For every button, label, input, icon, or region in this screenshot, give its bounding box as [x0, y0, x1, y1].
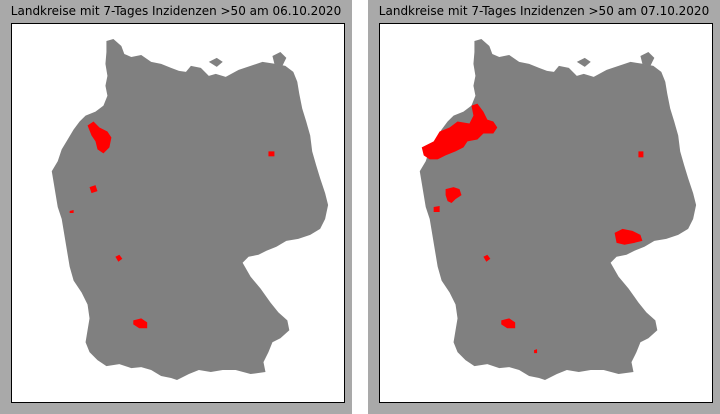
region-berlin	[638, 151, 644, 158]
map-frame-right	[379, 23, 713, 403]
region-muensterland	[445, 187, 462, 204]
region-rhineland	[69, 210, 74, 213]
region-berlin	[268, 151, 275, 157]
island-fehmarn	[576, 57, 591, 67]
island-fehmarn	[208, 57, 223, 67]
map-frame-left	[11, 23, 345, 403]
germany-landmass	[51, 39, 329, 380]
region-mannheim	[115, 254, 123, 262]
map-title-right: Landkreise mit 7-Tages Inzidenzen >50 am…	[378, 4, 710, 18]
region-emsland-cloppenburg-vechta	[421, 103, 498, 160]
map-panel-right: Landkreise mit 7-Tages Inzidenzen >50 am…	[368, 0, 720, 414]
island-ruegen	[272, 51, 287, 66]
region-ostalb	[133, 318, 148, 329]
highlight-regions-left	[69, 121, 275, 329]
germany-map-right	[419, 39, 697, 380]
region-cloppenburg	[87, 121, 112, 154]
region-muensterland	[89, 185, 98, 194]
map-panel-left: Landkreise mit 7-Tages Inzidenzen >50 am…	[0, 0, 352, 414]
germany-landmass	[419, 39, 697, 380]
region-ostalb	[501, 318, 516, 329]
region-erzgebirge	[614, 228, 643, 245]
germany-map-left	[51, 39, 329, 380]
island-ruegen	[640, 51, 655, 66]
region-mannheim	[483, 254, 491, 262]
region-rhineland	[433, 206, 440, 213]
region-garmisch	[534, 349, 538, 354]
highlight-regions-right	[421, 103, 644, 354]
map-title-left: Landkreise mit 7-Tages Inzidenzen >50 am…	[10, 4, 342, 18]
